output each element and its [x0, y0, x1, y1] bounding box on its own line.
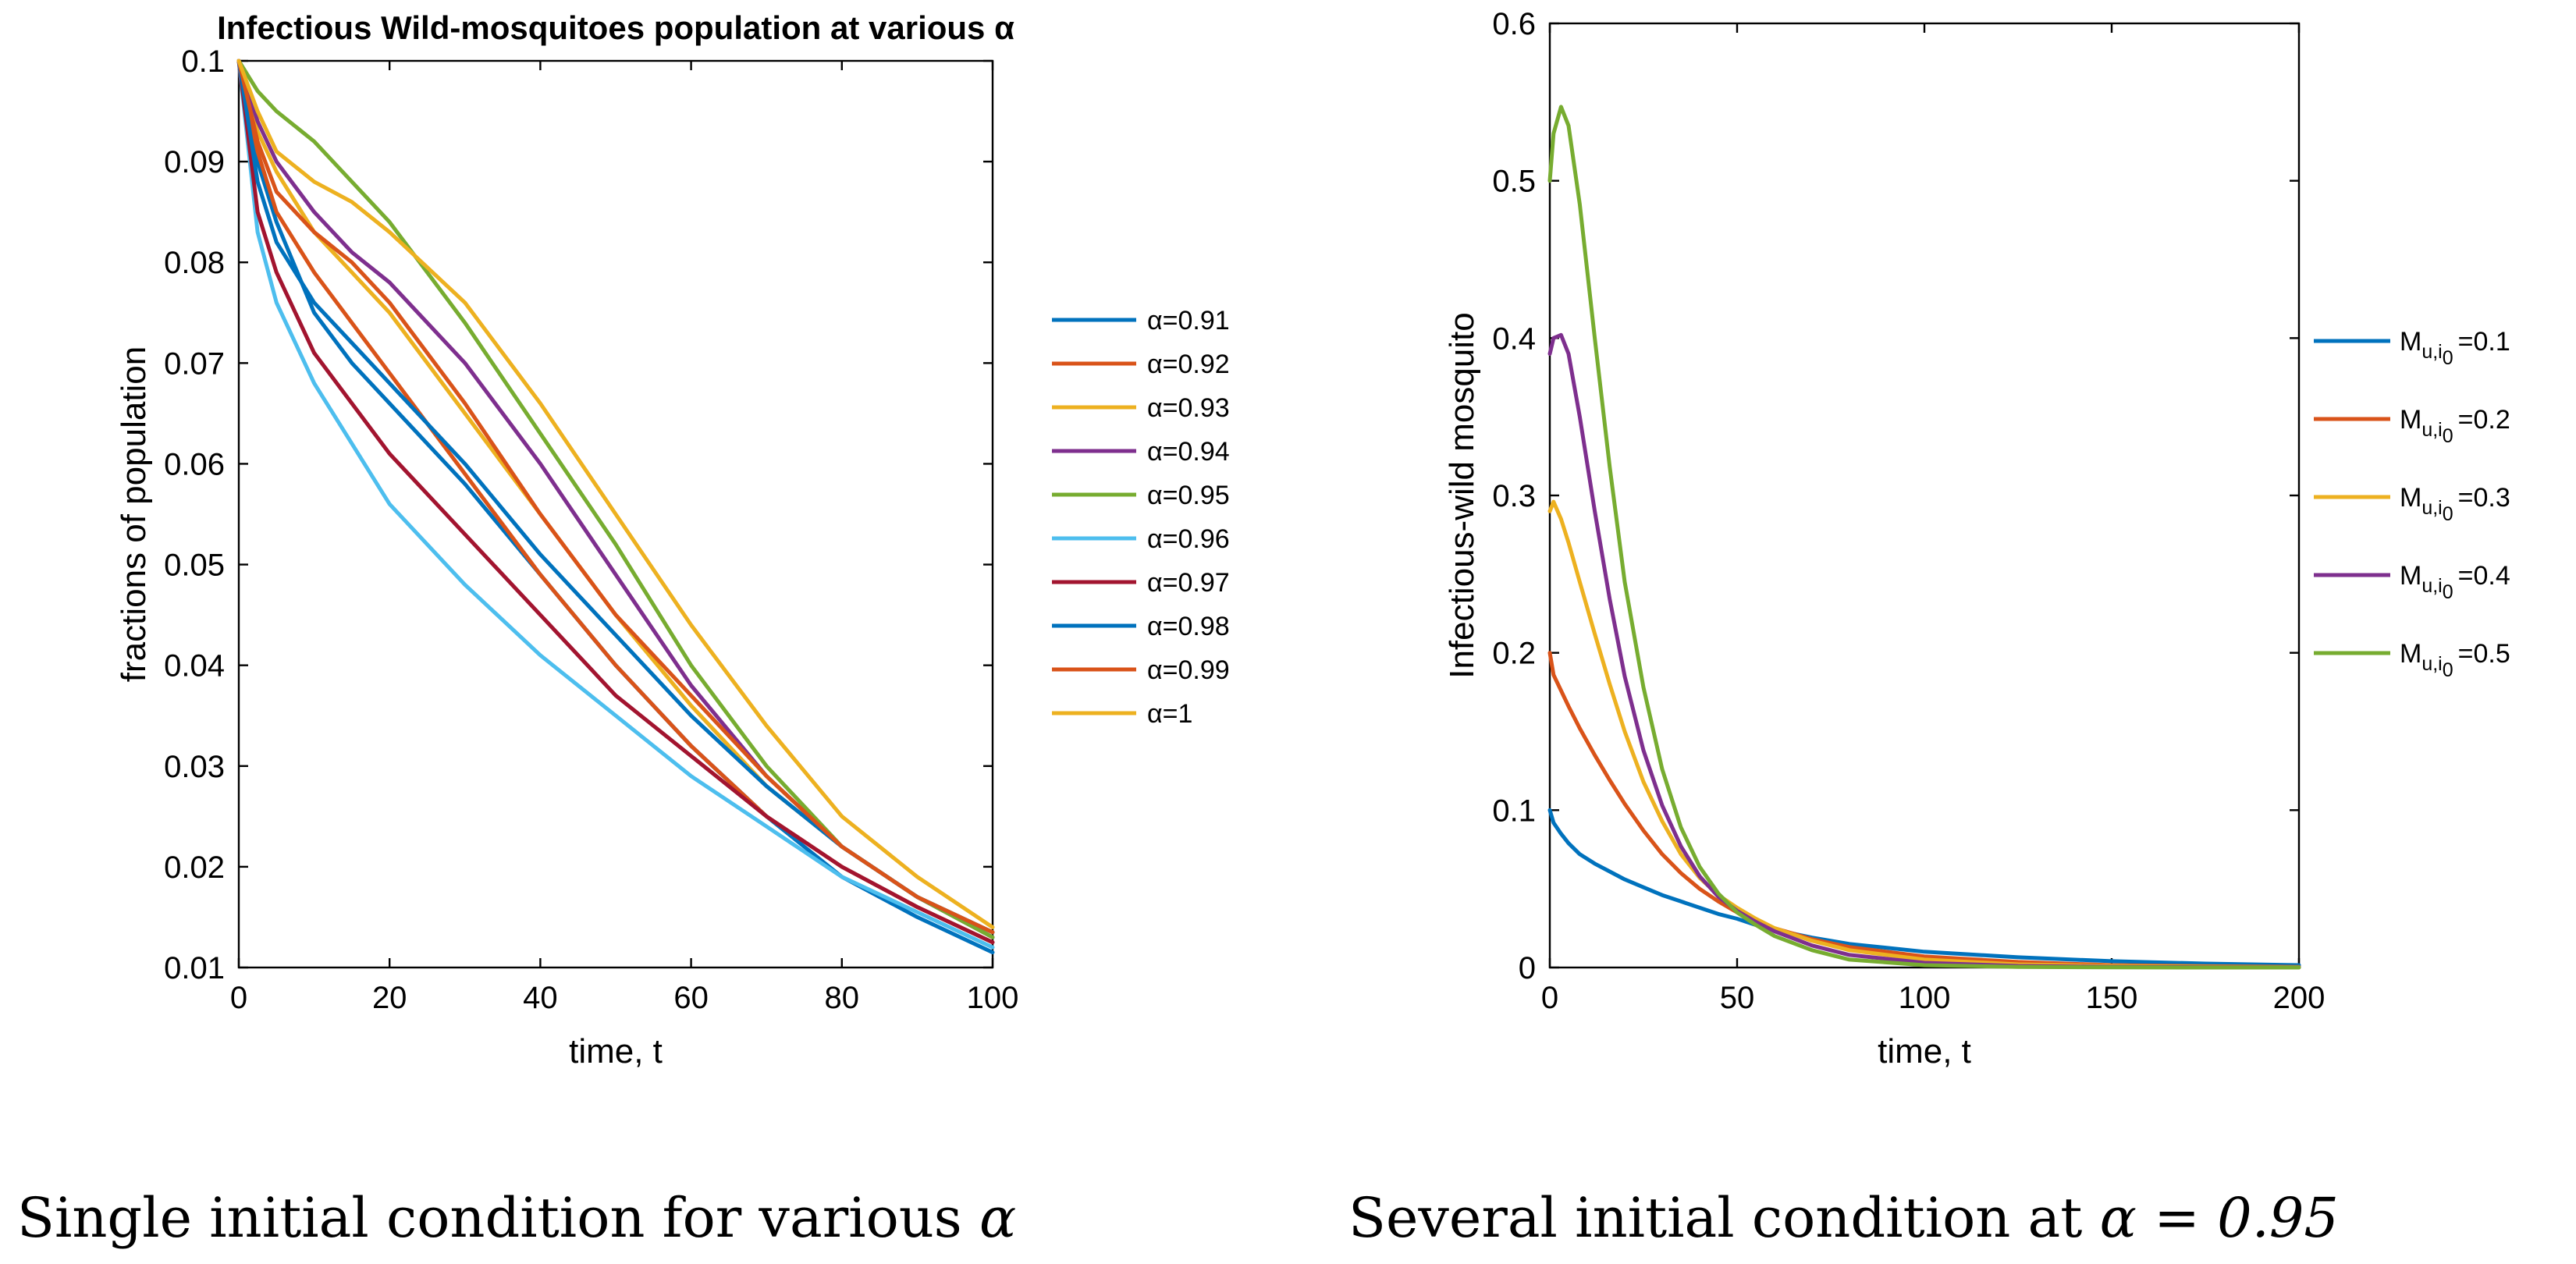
y-tick-label: 0.09 — [164, 145, 225, 179]
y-tick-label: 0 — [1519, 951, 1536, 985]
series-line-5 — [1547, 105, 2301, 970]
x-tick-label: 100 — [1899, 981, 1951, 1015]
series-line-2 — [236, 59, 995, 945]
series-line-4 — [236, 59, 995, 939]
legend-label: α=1 — [1147, 699, 1192, 729]
y-tick-label: 0.1 — [181, 44, 225, 79]
legend-label: α=0.98 — [1147, 612, 1230, 641]
legend-label: α=0.92 — [1147, 350, 1230, 379]
y-tick-label: 0.04 — [164, 649, 225, 683]
y-tick-label: 0.08 — [164, 246, 225, 280]
caption-left: Single initial condition for various α — [17, 1186, 1016, 1250]
y-tick-label: 0.1 — [1492, 794, 1536, 828]
x-tick-label: 150 — [2086, 981, 2138, 1015]
y-tick-label: 0.02 — [164, 850, 225, 885]
legend-label: Mu,i0=0.3 — [2400, 483, 2510, 525]
series-line-1 — [236, 59, 995, 955]
y-tick-label: 0.6 — [1492, 7, 1536, 41]
legend-label: Mu,i0=0.5 — [2400, 639, 2510, 681]
legend-label: Mu,i0=0.4 — [2400, 561, 2510, 603]
caption-right-text: Several initial condition at — [1348, 1186, 2100, 1250]
legend-label: α=0.96 — [1147, 524, 1230, 554]
series-line-7 — [236, 59, 995, 945]
y-axis-title: Infectious-wild mosquito — [1443, 312, 1481, 679]
legend-label: α=0.97 — [1147, 568, 1230, 598]
x-tick-label: 80 — [825, 981, 860, 1015]
series-line-8 — [236, 59, 995, 935]
chart-left: 0 20 40 60 80 100 0.01 0.02 0.03 0.04 0.05 0.06 0.07… — [115, 9, 1230, 1070]
x-axis-title: time, t — [569, 1032, 663, 1070]
y-tick-label: 0.5 — [1492, 165, 1536, 199]
y-tick-label: 0.2 — [1492, 637, 1536, 671]
x-tick-label: 200 — [2273, 981, 2326, 1015]
caption-right: Several initial condition at α = 0.95 — [1348, 1186, 2339, 1250]
series-line-3 — [236, 59, 995, 935]
series-line-10 — [236, 59, 995, 929]
series-line-2 — [1547, 651, 2301, 969]
x-tick-label: 50 — [1720, 981, 1755, 1015]
legend-label: Mu,i0=0.2 — [2400, 405, 2510, 447]
y-tick-label: 0.03 — [164, 750, 225, 784]
legend-label: α=0.93 — [1147, 393, 1230, 423]
legend-label: α=0.91 — [1147, 306, 1230, 336]
chart-title: Infectious Wild-mosquitoes population at… — [217, 9, 1014, 46]
caption-left-text: Single initial condition for various — [17, 1186, 979, 1250]
series-line-6 — [236, 59, 995, 950]
x-tick-label: 60 — [673, 981, 709, 1015]
series-line-9 — [236, 59, 995, 935]
y-tick-label: 0.06 — [164, 447, 225, 481]
chart-right: 0 50 100 150 200 0 0.1 0.2 0.3 0.4 0.5 0.6 time, t In… — [1443, 7, 2510, 1070]
plot-frame — [237, 59, 994, 969]
series-line-4 — [1547, 332, 2301, 970]
legend-label: α=0.95 — [1147, 481, 1230, 510]
y-tick-label: 0.05 — [164, 549, 225, 583]
series-line-5 — [236, 59, 995, 939]
legend-label: α=0.94 — [1147, 437, 1230, 467]
plot-frame — [1548, 22, 2301, 969]
x-tick-label: 0 — [1541, 981, 1558, 1015]
x-tick-label: 0 — [230, 981, 247, 1015]
y-axis-title: fractions of population — [115, 346, 153, 683]
caption-left-symbol: α — [979, 1186, 1017, 1250]
legend-label: α=0.99 — [1147, 655, 1230, 685]
x-tick-label: 40 — [523, 981, 558, 1015]
legend-label: Mu,i0=0.1 — [2400, 327, 2510, 369]
series-line-3 — [1547, 499, 2301, 970]
y-tick-label: 0.07 — [164, 346, 225, 381]
x-tick-label: 100 — [967, 981, 1019, 1015]
y-tick-label: 0.01 — [164, 951, 225, 985]
x-tick-label: 20 — [372, 981, 407, 1015]
x-axis-title: time, t — [1878, 1032, 1971, 1070]
caption-right-math: α = 0.95 — [2099, 1186, 2339, 1250]
y-tick-label: 0.3 — [1492, 479, 1536, 513]
y-tick-label: 0.4 — [1492, 321, 1536, 356]
series-line-1 — [1547, 808, 2301, 968]
